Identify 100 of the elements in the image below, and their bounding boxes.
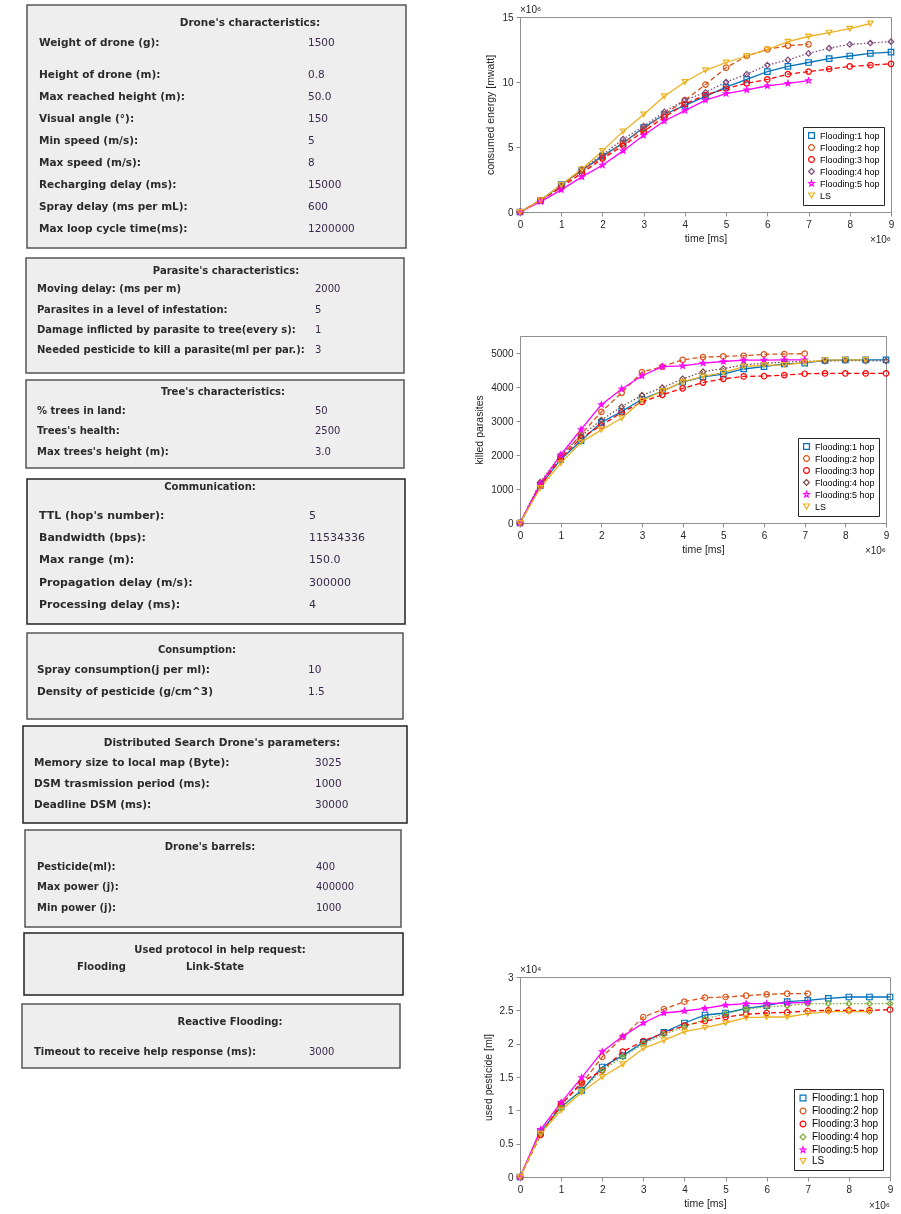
text: 8	[308, 156, 315, 168]
text: 1000	[316, 902, 342, 913]
x-tick-label: 1	[558, 1183, 565, 1195]
text: 1000	[315, 777, 342, 789]
x-tick-label: 0	[517, 218, 524, 230]
y-tick-label: 0.5	[499, 1138, 514, 1150]
y-tick-label: 1000	[491, 483, 514, 495]
x-tick-label: 8	[846, 1183, 853, 1195]
x-tick-label: 7	[802, 529, 809, 541]
x-tick-label: 7	[805, 1183, 812, 1195]
legend-label: Flooding:1 hop	[815, 441, 875, 452]
y-tick-label: 1.5	[499, 1071, 514, 1083]
text: 3000	[309, 1046, 335, 1057]
legend-label: Flooding:4 hop	[812, 1131, 879, 1142]
text: Max range (m):	[39, 553, 135, 566]
x-tick-label: 1	[558, 218, 565, 230]
text: Needed pesticide to kill a parasite(ml per par.):	[37, 344, 305, 355]
text: 4	[309, 598, 316, 611]
text: 3	[315, 344, 322, 355]
text: Weight of drone (g):	[39, 36, 160, 48]
legend-label: LS	[815, 501, 827, 512]
text: Visual angle (°):	[39, 112, 135, 124]
x-tick-label: 2	[599, 529, 606, 541]
x-tick-label: 9	[888, 218, 895, 230]
text: 50	[315, 405, 328, 416]
legend-label: Flooding:5 hop	[812, 1144, 879, 1155]
text: Min speed (m/s):	[39, 134, 139, 146]
text: Max trees's height (m):	[37, 446, 169, 457]
y-tick-label: 3	[507, 971, 514, 983]
x-axis-title: time [ms]	[684, 231, 728, 244]
text: 150.0	[309, 553, 341, 566]
x-tick-label: 2	[599, 1183, 606, 1195]
legend-label: Flooding:5 hop	[815, 489, 875, 500]
text: TTL (hop's number):	[39, 509, 165, 522]
x-tick-label: 5	[721, 529, 728, 541]
text: 400	[316, 861, 336, 872]
y-axis-title: killed parasites	[473, 395, 486, 465]
text: 10	[308, 663, 322, 675]
text: 30000	[315, 798, 349, 810]
text: Parasites in a level of infestation:	[37, 304, 228, 315]
x-tick-label: 0	[517, 1183, 524, 1195]
text: Trees's health:	[37, 425, 120, 436]
y-tick-label: 0	[507, 206, 514, 218]
legend-label: Flooding:2 hop	[812, 1105, 879, 1116]
text: 1	[315, 324, 322, 335]
y-tick-label: 2	[507, 1038, 514, 1050]
legend-label: Flooding:2 hop	[815, 453, 875, 464]
text: 2500	[315, 425, 341, 436]
text: Max loop cycle time(ms):	[39, 222, 188, 234]
text: ×10⁶	[520, 4, 542, 15]
x-tick-label: 2	[600, 218, 607, 230]
text: Recharging delay (ms):	[39, 178, 177, 190]
x-tick-label: 6	[761, 529, 768, 541]
x-tick-label: 8	[847, 218, 854, 230]
x-tick-label: 8	[843, 529, 850, 541]
text: Used protocol in help request:	[134, 944, 306, 955]
text: Height of drone (m):	[39, 68, 161, 80]
legend-label: Flooding:1 hop	[820, 130, 880, 141]
x-tick-label: 0	[517, 529, 524, 541]
y-tick-label: 4000	[491, 381, 514, 393]
text: Distributed Search Drone's parameters:	[103, 736, 341, 748]
x-tick-label: 5	[723, 218, 730, 230]
text: 5	[309, 509, 316, 522]
y-tick-label: 5000	[491, 347, 514, 359]
text: Density of pesticide (g/cm^3)	[37, 685, 213, 697]
text: Memory size to local map (Byte):	[34, 756, 230, 768]
text: 1200000	[308, 222, 355, 234]
y-tick-label: 0	[507, 1171, 514, 1183]
x-tick-label: 3	[641, 218, 648, 230]
y-tick-label: 3000	[491, 415, 514, 427]
legend-label: LS	[820, 190, 832, 201]
y-axis-title: consumed energy [mwatt]	[484, 54, 497, 176]
y-tick-label: 1	[507, 1104, 514, 1116]
text: ×10⁴	[520, 964, 542, 975]
text: 1500	[308, 36, 335, 48]
text: 0.8	[308, 68, 325, 80]
text: Spray delay (ms per mL):	[39, 200, 188, 212]
text: Communication:	[164, 481, 256, 492]
x-tick-label: 1	[558, 529, 565, 541]
text: Max reached height (m):	[39, 90, 185, 102]
x-axis-title: time [ms]	[684, 1196, 727, 1209]
text: 11534336	[309, 531, 365, 544]
text: Propagation delay (m/s):	[39, 576, 193, 589]
legend-label: Flooding:1 hop	[812, 1092, 879, 1103]
y-tick-label: 5	[507, 141, 514, 153]
legend-label: Flooding:4 hop	[815, 477, 875, 488]
x-axis-title: time [ms]	[682, 542, 725, 555]
x-tick-label: 4	[682, 1183, 689, 1195]
x-tick-label: 9	[883, 529, 890, 541]
x-tick-label: 3	[639, 529, 646, 541]
y-tick-label: 2.5	[499, 1004, 514, 1016]
text: Tree's characteristics:	[160, 386, 286, 397]
x-tick-label: 3	[641, 1183, 648, 1195]
text: Link-State	[186, 961, 245, 972]
text: 150	[308, 112, 329, 124]
legend-label: LS	[812, 1155, 825, 1166]
text: Min power (j):	[37, 902, 117, 913]
x-tick-label: 4	[682, 218, 689, 230]
text: 3.0	[315, 446, 331, 457]
text: Drone's characteristics:	[179, 16, 321, 28]
